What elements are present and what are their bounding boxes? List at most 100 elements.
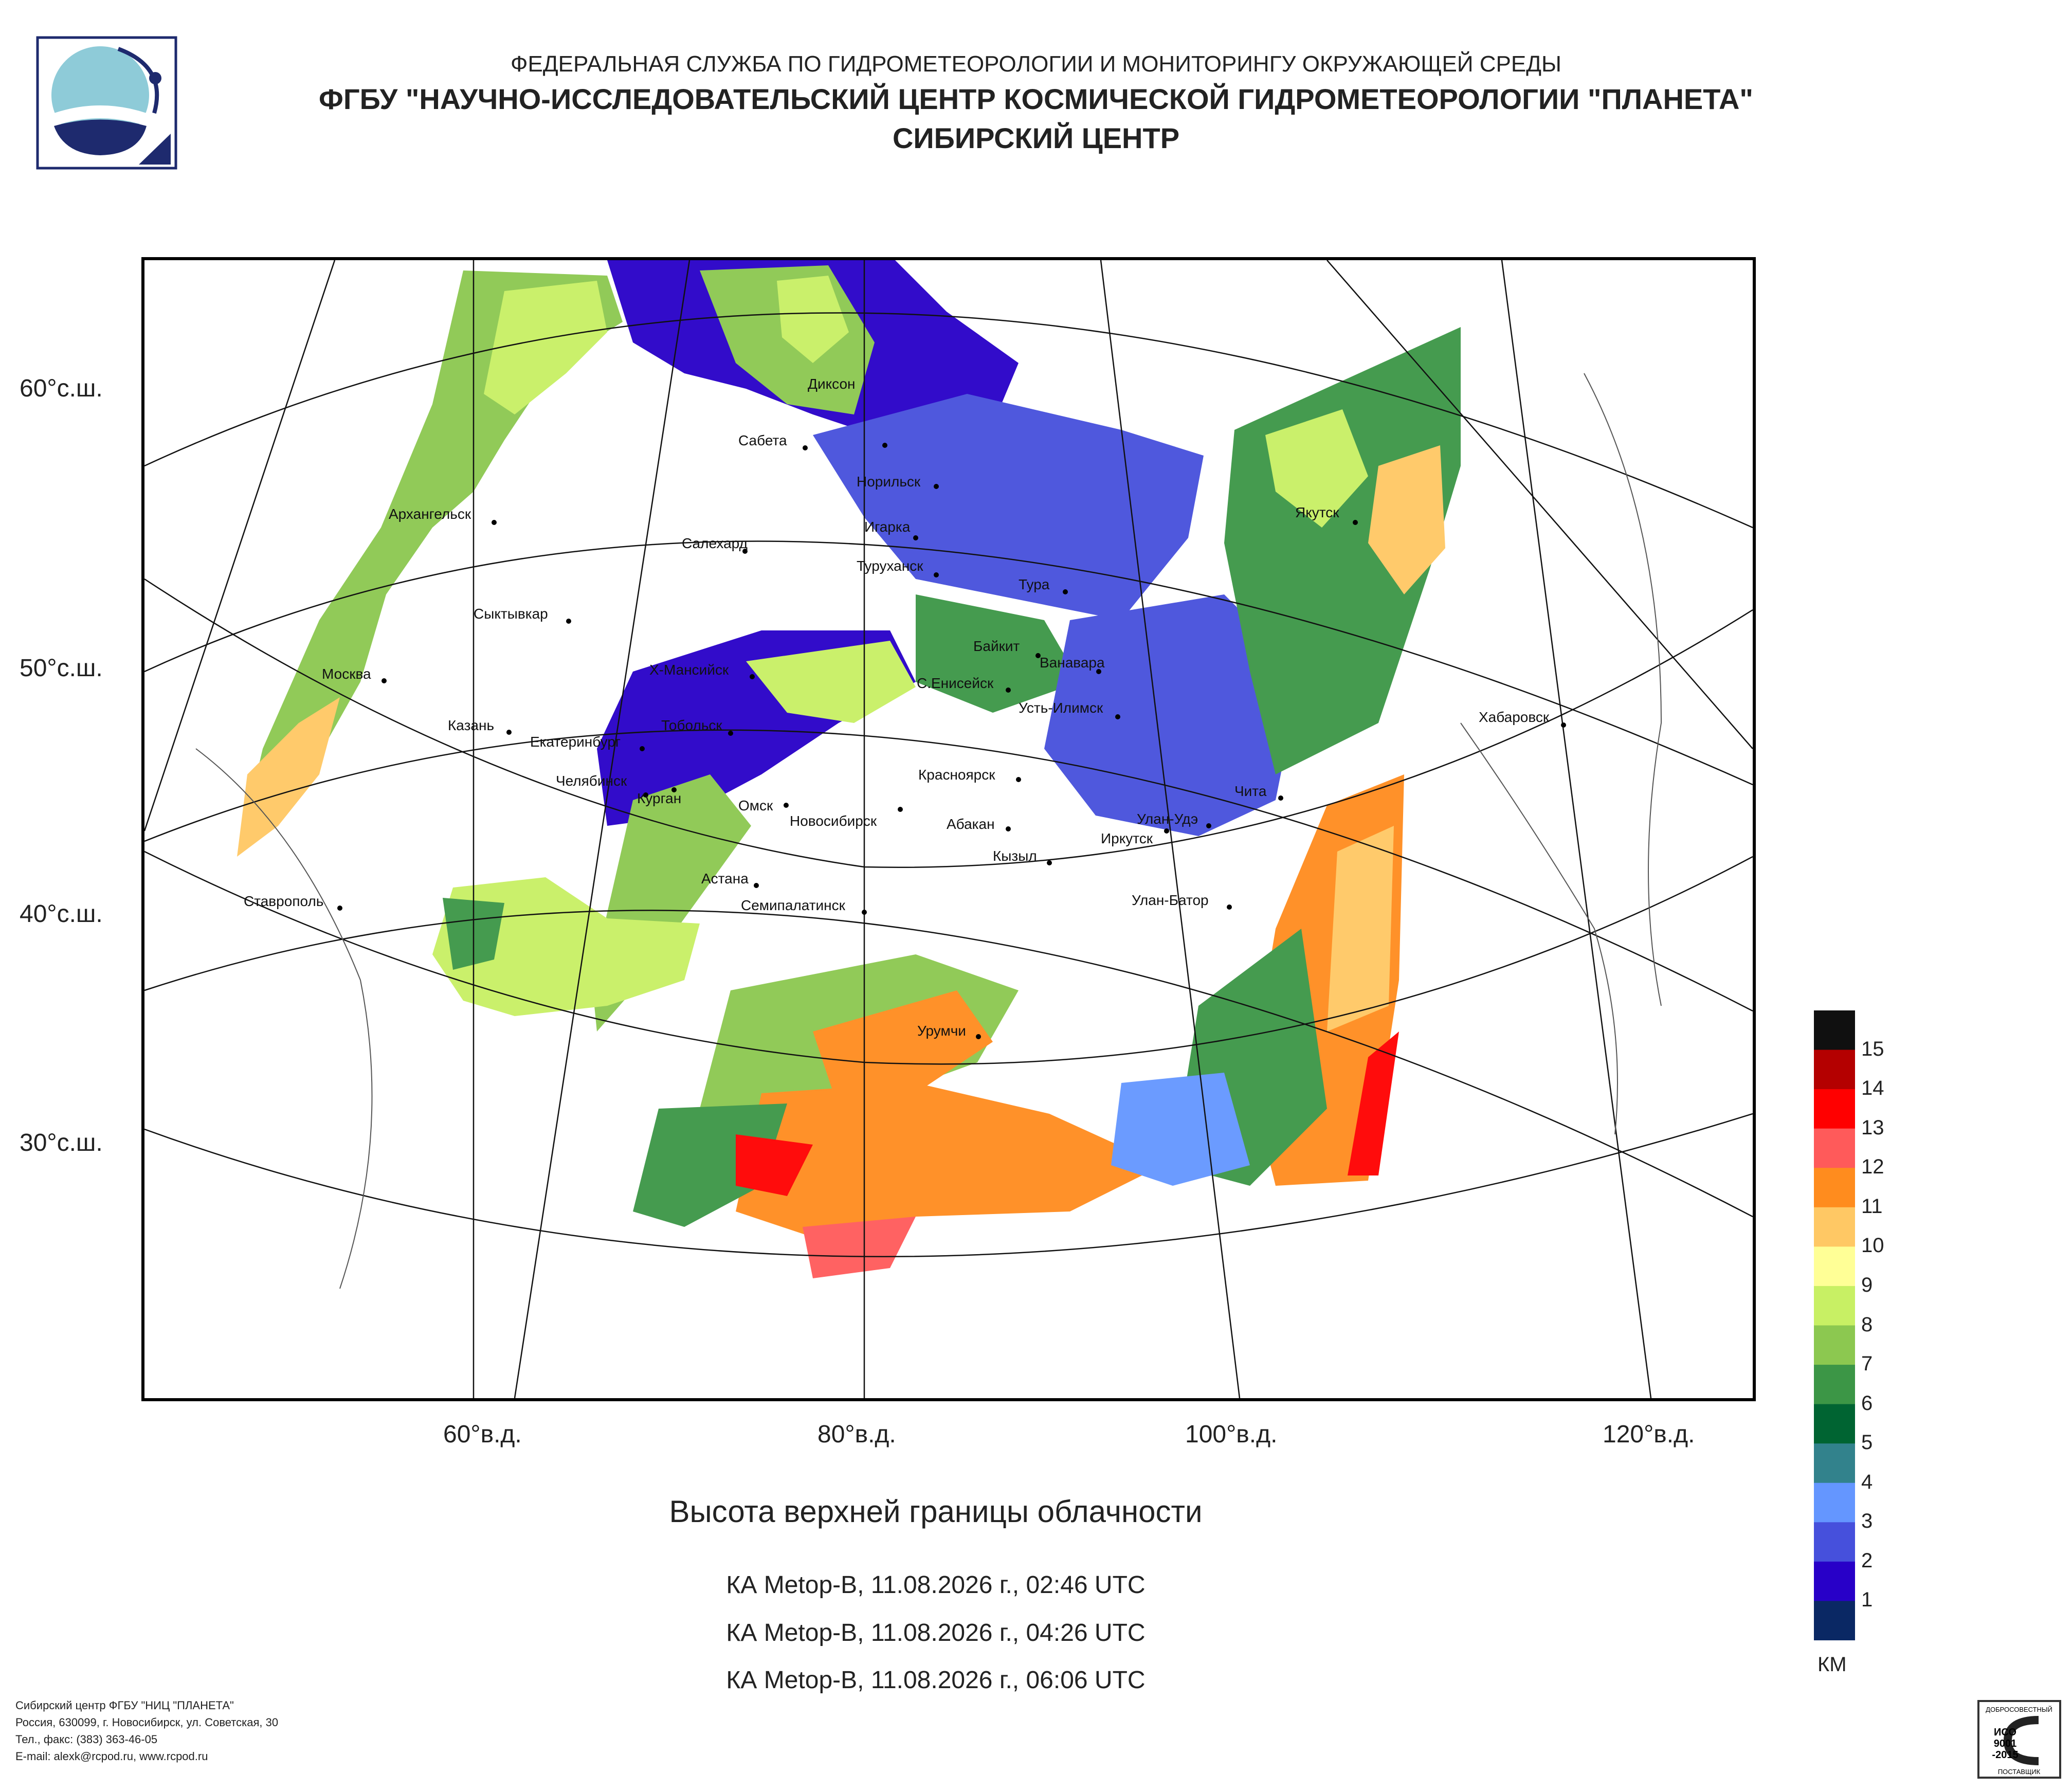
iso-l1: ИСО — [1994, 1727, 2016, 1738]
legend-swatch — [1814, 1325, 1855, 1365]
pass-1: КА Metop-B, 11.08.2026 г., 02:46 UTC — [726, 1571, 1146, 1599]
lon-label-80: 80°в.д. — [817, 1421, 896, 1448]
city-ekaterinburg: Екатеринбург — [530, 734, 621, 750]
map-canvas: Диксон Сабета Норильск Игарка Туруханск … — [144, 260, 1753, 1398]
legend-swatch — [1814, 1561, 1855, 1601]
city-markers — [337, 443, 1566, 1039]
legend-swatch — [1814, 1365, 1855, 1405]
city-baykit: Байкит — [973, 638, 1020, 654]
city-moskva: Москва — [322, 666, 371, 682]
city-ust-ilimsk: Усть-Илимск — [1019, 700, 1103, 716]
legend-label: 2 — [1861, 1549, 1873, 1572]
cloud-top-height-map: Диксон Сабета Норильск Игарка Туруханск … — [141, 257, 1756, 1401]
city-tura: Тура — [1019, 576, 1050, 592]
lat-label-50: 50°с.ш. — [20, 655, 103, 682]
legend-label: 3 — [1861, 1510, 1873, 1533]
legend-swatch — [1814, 1404, 1855, 1444]
city-yakutsk: Якутск — [1295, 504, 1339, 520]
legend-label: 5 — [1861, 1431, 1873, 1454]
city-tobolsk: Тобольск — [661, 717, 722, 733]
legend-swatch — [1814, 1168, 1855, 1208]
city-sabeta: Сабета — [738, 432, 787, 448]
city-kazan: Казань — [448, 717, 494, 733]
legend-swatch — [1814, 1482, 1855, 1523]
iso-l3: -2015 — [1992, 1749, 2018, 1761]
city-abakan: Абакан — [947, 816, 995, 832]
legend-swatch — [1814, 1443, 1855, 1484]
city-kh-mansiysk: Х-Мансийск — [649, 662, 729, 678]
city-khabarovsk: Хабаровск — [1479, 709, 1550, 725]
legend-label: 11 — [1861, 1195, 1883, 1218]
iso-bottom-text: ПОСТАВЩИК — [1998, 1768, 2041, 1776]
legend-swatch — [1814, 1522, 1855, 1562]
color-legend — [1814, 1010, 1855, 1641]
footer-address: Россия, 630099, г. Новосибирск, ул. Сове… — [15, 1716, 279, 1729]
city-kyzyl: Кызыл — [993, 848, 1037, 864]
footer-phone: Тел., факс: (383) 363-46-05 — [15, 1733, 158, 1746]
city-vanavara: Ванавара — [1040, 655, 1105, 671]
lon-label-60: 60°в.д. — [443, 1421, 522, 1448]
header-center: СИБИРСКИЙ ЦЕНТР — [892, 122, 1180, 154]
lat-label-60: 60°с.ш. — [20, 375, 103, 402]
city-arkhangelsk: Архангельск — [389, 506, 471, 522]
legend-swatch — [1814, 1286, 1855, 1326]
iso-certification-badge: ДОБРОСОВЕСТНЫЙ ИСО 9001 -2015 ПОСТАВЩИК — [1977, 1699, 2062, 1779]
pass-3: КА Metop-B, 11.08.2026 г., 06:06 UTC — [726, 1667, 1146, 1694]
city-ulan-ude: Улан-Удэ — [1137, 811, 1198, 827]
city-irkutsk: Иркутск — [1101, 830, 1153, 846]
legend-swatch — [1814, 1601, 1855, 1641]
legend-label: 9 — [1861, 1273, 1873, 1296]
city-kurgan: Курган — [637, 790, 681, 806]
legend-label: 8 — [1861, 1313, 1873, 1336]
city-astana: Астана — [701, 871, 749, 887]
footer-email: E-mail: alexk@rcpod.ru, www.rcpod.ru — [15, 1750, 208, 1763]
legend-swatch — [1814, 1010, 1855, 1051]
cloud-swath — [232, 260, 1461, 1283]
legend-swatch — [1814, 1050, 1855, 1090]
legend-label: 15 — [1861, 1037, 1884, 1060]
legend-swatch — [1814, 1246, 1855, 1287]
lat-label-30: 30°с.ш. — [20, 1129, 103, 1156]
city-urumchi: Урумчи — [917, 1023, 966, 1039]
city-omsk: Омск — [738, 798, 773, 813]
legend-label: 1 — [1861, 1588, 1873, 1612]
city-chelyabinsk: Челябинск — [556, 773, 627, 789]
city-salekhard: Салехард — [682, 535, 748, 551]
coastlines — [195, 373, 1662, 1289]
footer-org: Сибирский центр ФГБУ "НИЦ "ПЛАНЕТА" — [15, 1699, 234, 1712]
graticule — [144, 260, 1753, 1398]
iso-l2: 9001 — [1994, 1738, 2017, 1749]
legend-label: 4 — [1861, 1470, 1873, 1493]
city-igarka: Игарка — [864, 519, 911, 535]
city-dikson: Диксон — [808, 376, 856, 392]
legend-label: 13 — [1861, 1116, 1884, 1139]
city-syktyvkar: Сыктывкар — [474, 606, 548, 622]
city-turukhansk: Туруханск — [857, 558, 923, 574]
legend-label: 7 — [1861, 1352, 1873, 1376]
city-ulan-bator: Улан-Батор — [1132, 892, 1209, 908]
city-krasnoyarsk: Красноярск — [918, 767, 995, 783]
legend-label: 14 — [1861, 1077, 1884, 1100]
city-labels: Диксон Сабета Норильск Игарка Туруханск … — [244, 376, 1550, 1039]
legend-swatch — [1814, 1128, 1855, 1168]
header-institute: ФГБУ "НАУЧНО-ИССЛЕДОВАТЕЛЬСКИЙ ЦЕНТР КОС… — [319, 83, 1753, 115]
legend-swatches — [1814, 1010, 1855, 1641]
header-agency: ФЕДЕРАЛЬНАЯ СЛУЖБА ПО ГИДРОМЕТЕОРОЛОГИИ … — [511, 51, 1561, 77]
legend-swatch — [1814, 1089, 1855, 1129]
iso-top-text: ДОБРОСОВЕСТНЫЙ — [1986, 1706, 2052, 1713]
legend-unit: КМ — [1817, 1653, 1847, 1676]
city-semipalatinsk: Семипалатинск — [741, 897, 846, 913]
legend-label: 6 — [1861, 1391, 1873, 1415]
city-chita: Чита — [1234, 783, 1267, 799]
lon-label-100: 100°в.д. — [1185, 1421, 1278, 1448]
legend-swatch — [1814, 1207, 1855, 1247]
map-title: Высота верхней границы облачности — [669, 1494, 1203, 1529]
city-novosibirsk: Новосибирск — [790, 813, 877, 829]
legend-label: 12 — [1861, 1155, 1884, 1179]
lon-label-120: 120°в.д. — [1603, 1421, 1695, 1448]
city-norilsk: Норильск — [857, 474, 921, 490]
city-stavropol: Ставрополь — [244, 893, 323, 909]
pass-2: КА Metop-B, 11.08.2026 г., 04:26 UTC — [726, 1619, 1146, 1647]
lat-label-40: 40°с.ш. — [20, 900, 103, 928]
legend-label: 10 — [1861, 1234, 1884, 1257]
